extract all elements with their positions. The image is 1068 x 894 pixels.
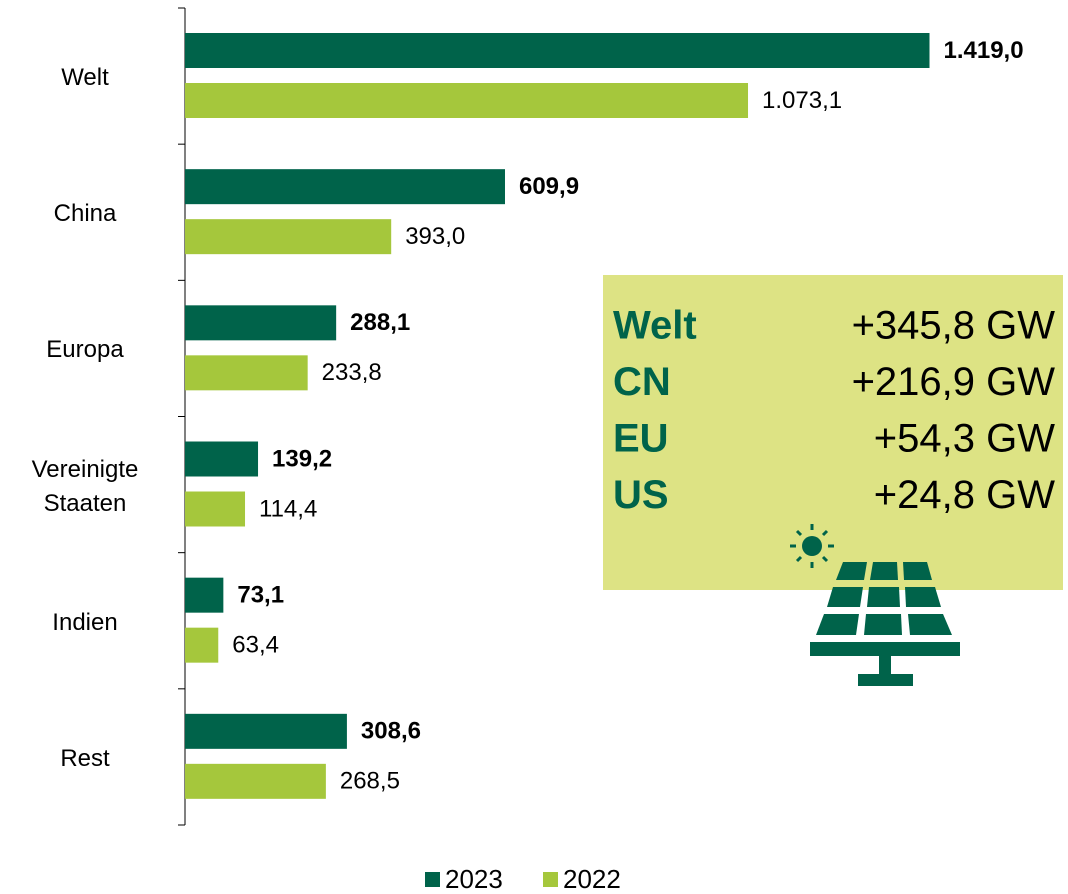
annotation-label: EU bbox=[613, 417, 669, 461]
legend-label: 2023 bbox=[445, 864, 503, 894]
category-label: Rest bbox=[60, 744, 110, 772]
bar bbox=[185, 441, 259, 477]
category-label: Indien bbox=[52, 608, 118, 636]
annotation-label: CN bbox=[613, 360, 671, 404]
value-label: 1.419,0 bbox=[944, 37, 1024, 64]
bar bbox=[185, 219, 392, 255]
bar bbox=[185, 763, 326, 799]
bar bbox=[185, 33, 930, 68]
value-label: 288,1 bbox=[350, 309, 410, 336]
annotation-value: +24,8 GW bbox=[874, 473, 1055, 517]
legend-label: 2022 bbox=[563, 864, 621, 894]
value-label: 609,9 bbox=[519, 173, 579, 200]
value-label: 139,2 bbox=[272, 445, 332, 472]
legend-swatch bbox=[425, 872, 440, 887]
annotation-value: +54,3 GW bbox=[874, 417, 1055, 461]
legend-swatch bbox=[543, 872, 558, 887]
solar-icon bbox=[790, 524, 960, 686]
value-label: 73,1 bbox=[237, 582, 284, 609]
category-label: Europa bbox=[46, 336, 124, 364]
value-label: 114,4 bbox=[259, 495, 317, 522]
category-label: Vereinigte Staaten bbox=[31, 455, 139, 517]
bar bbox=[185, 491, 246, 527]
bar bbox=[185, 355, 308, 391]
value-label: 268,5 bbox=[340, 768, 400, 795]
value-label: 1.073,1 bbox=[762, 87, 842, 114]
category-label: Welt bbox=[61, 64, 109, 92]
annotation-value: +216,9 GW bbox=[852, 360, 1056, 404]
value-label: 393,0 bbox=[405, 223, 465, 250]
annotation-value: +345,8 GW bbox=[852, 304, 1056, 348]
annotation-box bbox=[603, 275, 1063, 590]
bar bbox=[185, 577, 224, 613]
value-label: 233,8 bbox=[322, 359, 382, 386]
bar bbox=[185, 305, 337, 341]
value-label: 63,4 bbox=[232, 632, 279, 659]
bar bbox=[185, 627, 219, 663]
bar bbox=[185, 713, 347, 749]
bar bbox=[185, 83, 749, 118]
category-label: China bbox=[53, 200, 117, 228]
bar bbox=[185, 169, 505, 205]
annotation-label: Welt bbox=[613, 304, 697, 348]
value-label: 308,6 bbox=[361, 718, 421, 745]
annotation-label: US bbox=[613, 473, 669, 517]
